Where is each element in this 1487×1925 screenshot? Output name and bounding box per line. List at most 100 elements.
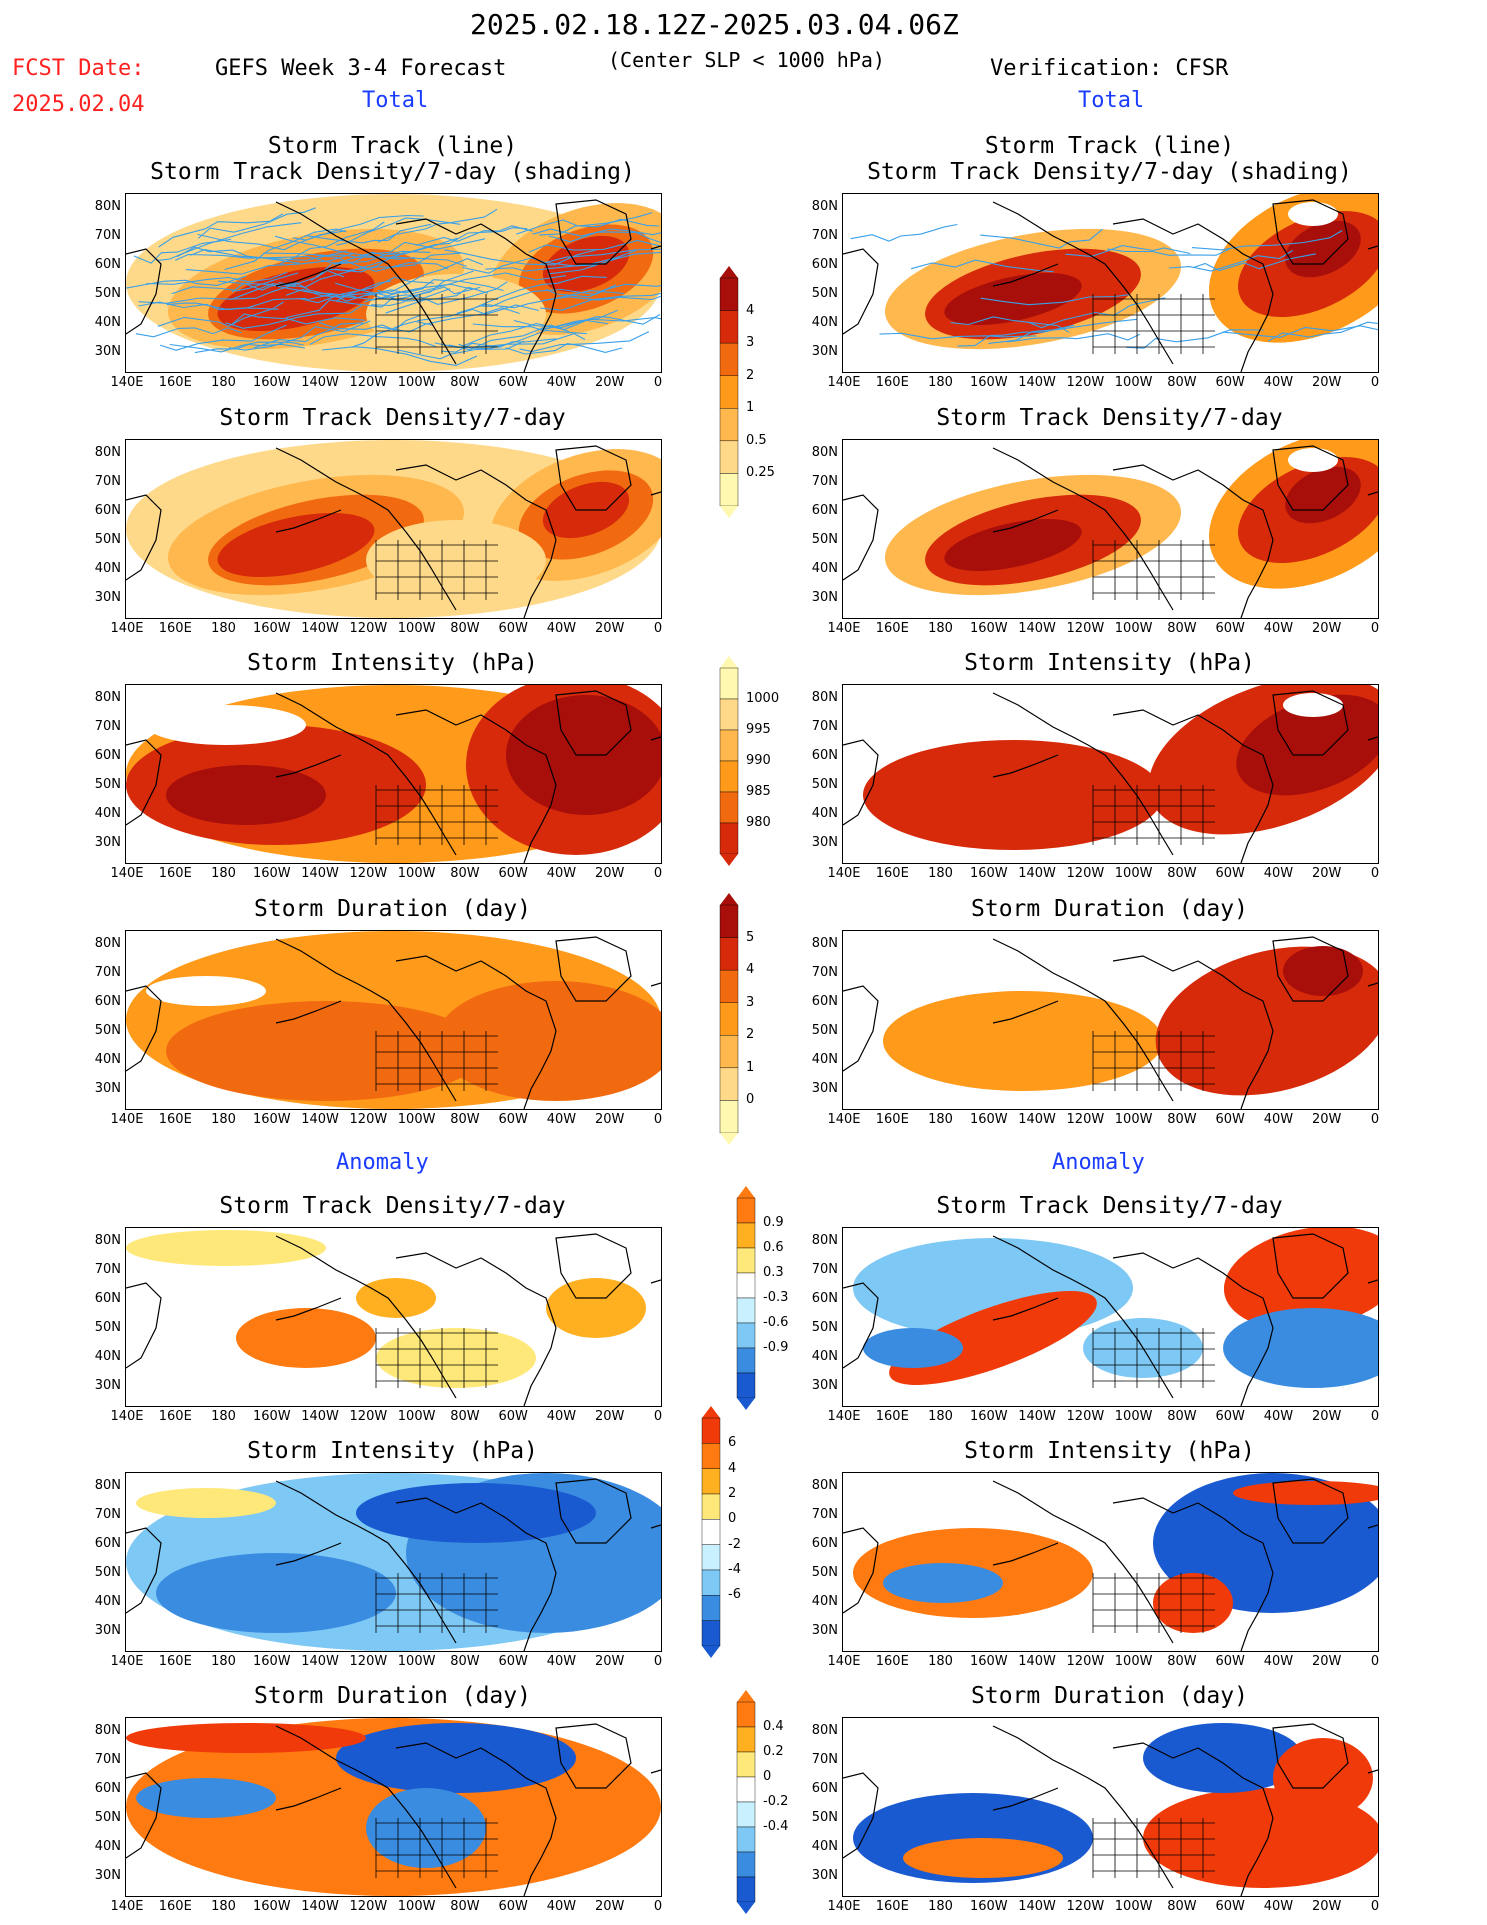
colorbar-density-total bbox=[718, 266, 740, 522]
lon-tick-label: 160E bbox=[158, 375, 192, 390]
lon-tick-label: 80W bbox=[1167, 1409, 1197, 1424]
lon-tick-label: 40W bbox=[546, 1409, 577, 1424]
colorbar-tick-label: 2 bbox=[746, 1027, 755, 1043]
colorbar-tick-label: 0.2 bbox=[763, 1744, 784, 1759]
lon-tick-label: 160E bbox=[875, 1654, 909, 1669]
lon-tick-label: 160W bbox=[252, 1899, 291, 1914]
lon-tick-label: 180 bbox=[211, 1112, 236, 1127]
colorbar-duration-anom bbox=[735, 1690, 757, 1918]
lon-tick-label: 100W bbox=[1114, 1654, 1153, 1669]
lat-tick-label: 80N bbox=[811, 1478, 838, 1493]
panel-title-track-line-right: Storm Track (line) bbox=[984, 133, 1235, 159]
lat-tick-label: 40N bbox=[94, 561, 121, 576]
lon-tick-label: 60W bbox=[498, 866, 528, 881]
lon-tick-label: 100W bbox=[1114, 375, 1153, 390]
lat-tick-label: 50N bbox=[94, 1023, 121, 1038]
lon-tick-label: 100W bbox=[397, 1899, 436, 1914]
fcst-date-value: 2025.02.04 bbox=[12, 92, 145, 117]
lon-tick-label: 80W bbox=[450, 375, 480, 390]
lon-tick-label: 120W bbox=[1066, 1899, 1105, 1914]
lat-tick-label: 40N bbox=[811, 1052, 838, 1067]
lat-tick-label: 60N bbox=[94, 503, 121, 518]
lon-tick-label: 180 bbox=[211, 621, 236, 636]
lon-tick-label: 120W bbox=[349, 1654, 388, 1669]
colorbar-tick-label: 0.6 bbox=[763, 1240, 784, 1255]
lat-tick-label: 60N bbox=[811, 994, 838, 1009]
lat-tick-label: 70N bbox=[94, 1262, 121, 1277]
lon-tick-label: 100W bbox=[1114, 866, 1153, 881]
lat-tick-label: 30N bbox=[94, 1378, 121, 1393]
map-panel-duration-cfsr bbox=[842, 930, 1379, 1110]
panel-title-intensity-total-left: Storm Intensity (hPa) bbox=[247, 650, 538, 676]
colorbar-tick-label: 4 bbox=[728, 1460, 737, 1476]
lat-tick-label: 40N bbox=[811, 1594, 838, 1609]
lon-tick-label: 40W bbox=[1263, 1899, 1294, 1914]
lon-tick-label: 80W bbox=[450, 866, 480, 881]
colorbar-tick-label: 985 bbox=[746, 784, 771, 799]
panel-title-density-total-right: Storm Track Density/7-day bbox=[936, 405, 1283, 431]
colorbar-intensity-total bbox=[718, 656, 740, 870]
lat-tick-label: 50N bbox=[811, 777, 838, 792]
panel-title-duration-total-left: Storm Duration (day) bbox=[254, 896, 531, 922]
lon-tick-label: 100W bbox=[1114, 621, 1153, 636]
lon-tick-label: 0 bbox=[653, 1899, 663, 1914]
lon-tick-label: 20W bbox=[595, 375, 625, 390]
lon-tick-label: 140W bbox=[1018, 1409, 1056, 1424]
lat-tick-label: 30N bbox=[811, 1623, 838, 1638]
lon-tick-label: 0 bbox=[653, 621, 663, 636]
lat-tick-label: 80N bbox=[811, 1723, 838, 1738]
lat-tick-label: 50N bbox=[811, 1023, 838, 1038]
lon-tick-label: 140E bbox=[827, 621, 861, 636]
lon-tick-label: 60W bbox=[498, 1112, 528, 1127]
left-column-title: GEFS Week 3-4 Forecast bbox=[215, 56, 507, 81]
colorbar-tick-label: 1000 bbox=[746, 691, 780, 706]
lon-tick-label: 120W bbox=[1066, 1409, 1105, 1424]
lon-tick-label: 100W bbox=[397, 621, 436, 636]
lon-tick-label: 160E bbox=[875, 1112, 909, 1127]
panel-title-intensity-total-right: Storm Intensity (hPa) bbox=[964, 650, 1255, 676]
map-panel-duration-gefs bbox=[125, 930, 662, 1110]
colorbar-tick-label: 0 bbox=[746, 1092, 755, 1108]
lon-tick-label: 40W bbox=[546, 1112, 577, 1127]
colorbar-duration-total bbox=[718, 893, 740, 1149]
lat-tick-label: 40N bbox=[811, 806, 838, 821]
colorbar-tick-label: 4 bbox=[746, 302, 755, 318]
lon-tick-label: 180 bbox=[928, 621, 953, 636]
lat-tick-label: 70N bbox=[811, 1752, 838, 1767]
map-panel-density-gefs bbox=[125, 439, 662, 619]
lon-tick-label: 40W bbox=[546, 866, 577, 881]
lon-tick-label: 0 bbox=[653, 1409, 663, 1424]
lon-tick-label: 100W bbox=[397, 1409, 436, 1424]
lon-tick-label: 20W bbox=[595, 621, 625, 636]
lon-tick-label: 0 bbox=[653, 866, 663, 881]
lon-tick-label: 160W bbox=[252, 1409, 291, 1424]
lat-tick-label: 80N bbox=[94, 199, 121, 214]
lat-tick-label: 70N bbox=[94, 719, 121, 734]
map-panel-duration-anom-gefs bbox=[125, 1717, 662, 1897]
lat-tick-label: 70N bbox=[94, 474, 121, 489]
lon-tick-label: 180 bbox=[211, 866, 236, 881]
lon-tick-label: 160W bbox=[969, 1654, 1008, 1669]
lat-tick-label: 50N bbox=[811, 1810, 838, 1825]
panel-title-duration-total-right: Storm Duration (day) bbox=[971, 896, 1248, 922]
anomaly-label-left: Anomaly bbox=[336, 1150, 429, 1175]
lon-tick-label: 20W bbox=[1312, 1112, 1342, 1127]
colorbar-tick-label: 1 bbox=[746, 400, 755, 416]
lat-tick-label: 70N bbox=[811, 474, 838, 489]
map-panel-intensity-anom-gefs bbox=[125, 1472, 662, 1652]
lon-tick-label: 140W bbox=[1018, 1112, 1056, 1127]
panel-title-intensity-anom-right: Storm Intensity (hPa) bbox=[964, 1438, 1255, 1464]
lat-tick-label: 70N bbox=[94, 1752, 121, 1767]
lon-tick-label: 0 bbox=[1370, 621, 1380, 636]
lon-tick-label: 180 bbox=[928, 1654, 953, 1669]
lat-tick-label: 60N bbox=[811, 257, 838, 272]
lat-tick-label: 30N bbox=[811, 1378, 838, 1393]
lat-tick-label: 30N bbox=[811, 1081, 838, 1096]
lon-tick-label: 180 bbox=[211, 375, 236, 390]
lon-tick-label: 160W bbox=[969, 621, 1008, 636]
lon-tick-label: 60W bbox=[1215, 621, 1245, 636]
colorbar-tick-label: 995 bbox=[746, 722, 771, 737]
lat-tick-label: 80N bbox=[94, 936, 121, 951]
lon-tick-label: 60W bbox=[498, 621, 528, 636]
panel-title-density-anom-left: Storm Track Density/7-day bbox=[219, 1193, 566, 1219]
